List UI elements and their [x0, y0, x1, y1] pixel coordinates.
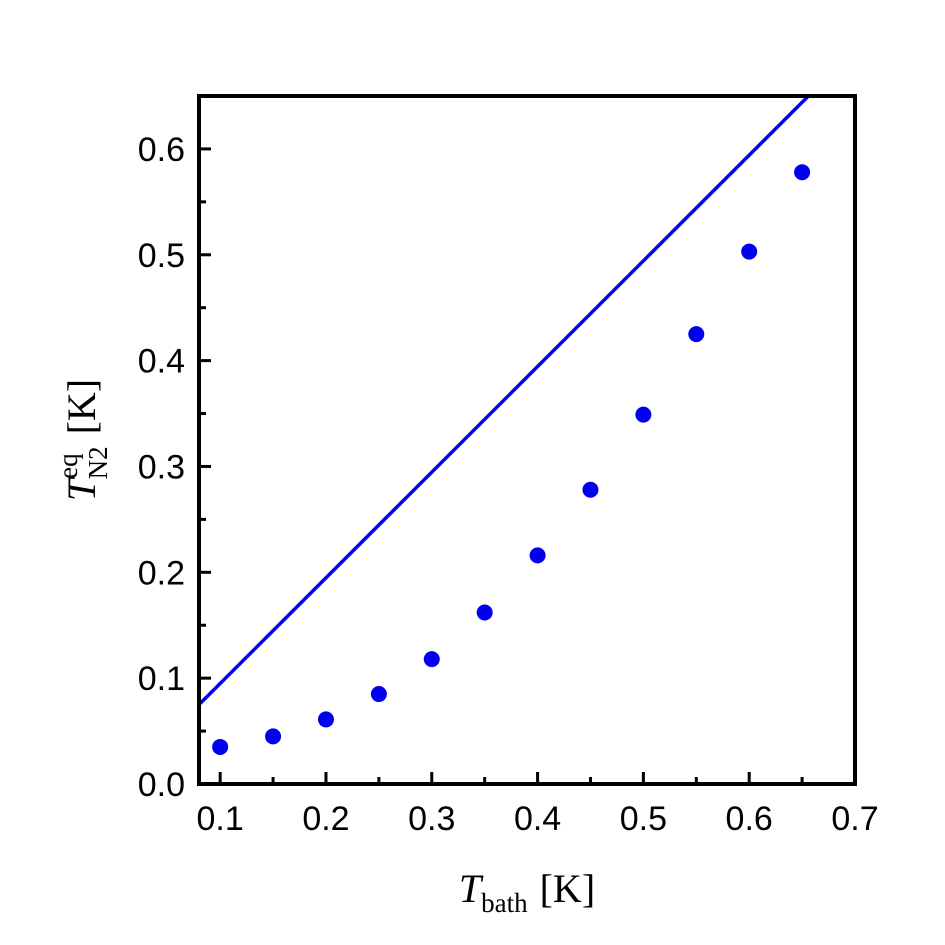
x-axis-label: Tbath [K]	[459, 866, 595, 918]
y-axis: 0.0 0.1 0.2 0.3 0.4 0.5 0.6	[138, 131, 211, 804]
data-point	[741, 243, 758, 260]
data-point	[794, 164, 811, 181]
plot-area	[199, 96, 811, 755]
data-point	[635, 406, 652, 423]
x-tick-label: 0.4	[514, 800, 561, 838]
data-point	[265, 728, 282, 745]
x-tick-label: 0.7	[831, 800, 878, 838]
data-point	[317, 711, 334, 728]
x-tick-label: 0.2	[302, 800, 349, 838]
y-tick-label: 0.2	[138, 554, 185, 592]
data-point	[476, 604, 493, 621]
x-tick-label: 0.1	[197, 800, 244, 838]
y-tick-label: 0.0	[138, 766, 185, 804]
y-tick-label: 0.6	[138, 131, 185, 169]
reference-line	[199, 96, 810, 706]
data-point	[212, 738, 229, 755]
y-tick-label: 0.5	[138, 237, 185, 275]
x-axis: 0.1 0.2 0.3 0.4 0.5 0.6 0.7	[197, 772, 879, 838]
data-point	[370, 686, 387, 703]
x-tick-label: 0.5	[620, 800, 667, 838]
plot-frame	[197, 94, 857, 786]
data-point	[582, 481, 599, 498]
x-tick-label: 0.6	[726, 800, 773, 838]
y-tick-label: 0.3	[138, 448, 185, 486]
data-point	[529, 547, 546, 564]
y-axis-label: TeqN2[K]	[53, 379, 113, 501]
data-point	[423, 651, 440, 668]
x-tick-label: 0.3	[408, 800, 455, 838]
data-point	[688, 326, 705, 343]
y-tick-label: 0.1	[138, 660, 185, 698]
y-tick-label: 0.4	[138, 343, 185, 381]
